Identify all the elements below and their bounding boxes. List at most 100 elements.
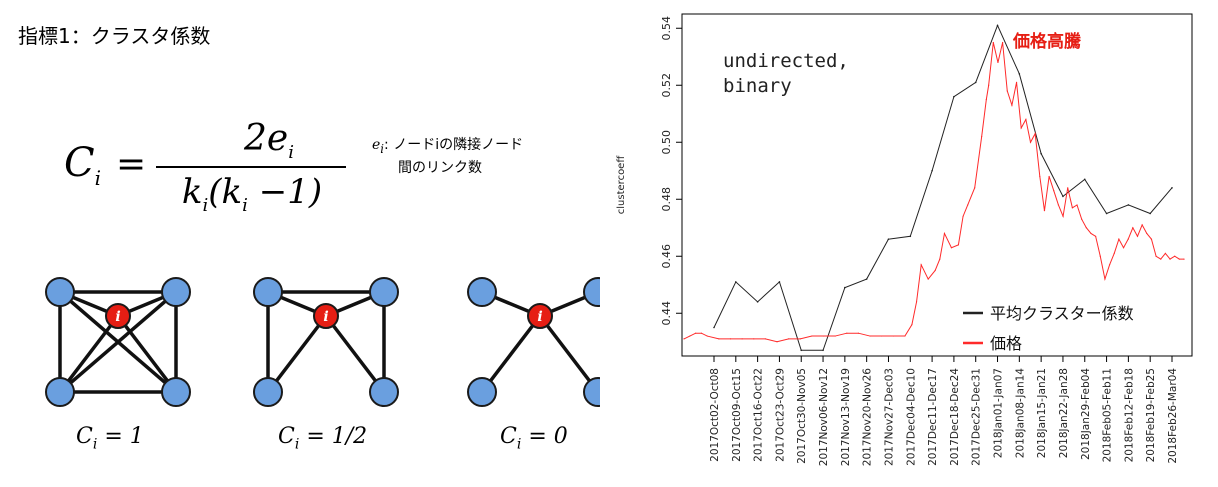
price-point [700, 332, 703, 334]
graph-node [161, 277, 191, 307]
price-point [1020, 127, 1022, 129]
graph-node [467, 277, 497, 307]
x-tick-label: 2017Nov06-Nov12 [818, 368, 830, 466]
price-point [1025, 118, 1027, 121]
y-axis-label: clustercoeff [616, 155, 627, 215]
fraction-bar [156, 166, 346, 168]
graph-node [161, 377, 191, 407]
price-point [1174, 255, 1176, 257]
center-node-label: i [537, 309, 542, 325]
cluster-point [1083, 178, 1086, 181]
price-point [1057, 204, 1060, 206]
cluster-coeff-line [713, 24, 1173, 351]
graph-node [369, 377, 399, 407]
cluster-point [1149, 212, 1151, 215]
price-point [892, 335, 894, 337]
price-point [1132, 227, 1134, 229]
graph-node [467, 377, 497, 407]
example-graphs: i i i [45, 277, 600, 407]
chart-annotation: undirected, [723, 50, 849, 72]
plot-frame [681, 13, 1193, 357]
legend-label: 価格 [990, 334, 1022, 353]
clustering-formula: Ci = 2ei ki(ki −1) [64, 118, 346, 228]
graph-edge [58, 314, 120, 394]
price-point [985, 98, 987, 101]
price-point [753, 338, 755, 340]
price-point [1002, 41, 1004, 44]
price-point [915, 301, 918, 303]
cluster-point [887, 238, 890, 240]
cluster-point [1018, 73, 1021, 75]
price-point [920, 264, 922, 266]
price-point [799, 338, 801, 340]
price-point [689, 335, 691, 337]
chart-annotation: binary [723, 75, 792, 97]
price-point [992, 41, 994, 44]
price-point [1090, 232, 1092, 235]
cluster-point [865, 278, 868, 280]
x-tick-label: 2017Oct02-Oct08 [709, 368, 721, 462]
graph-node [583, 277, 600, 307]
x-tick-label: 2018Jan29-Feb04 [1080, 368, 1092, 460]
graph-label-1: Ci = 1 [76, 424, 144, 453]
graph-node [583, 377, 600, 407]
price-point [683, 338, 685, 340]
cluster-point [931, 169, 933, 172]
price-point [741, 338, 743, 340]
cluster-point [1040, 152, 1042, 155]
price-point [788, 338, 790, 340]
price-point [1048, 175, 1050, 178]
price-point [718, 338, 720, 340]
price-point [950, 247, 953, 249]
cluster-point [1105, 212, 1108, 215]
graph-node [369, 277, 399, 307]
x-tick-label: 2018Feb05-Feb11 [1102, 368, 1114, 462]
price-point [869, 335, 871, 337]
price-point [881, 335, 883, 337]
price-point [962, 215, 964, 217]
cluster-point [1171, 187, 1173, 189]
price-point [776, 341, 778, 343]
graph-clustering-1: i [45, 277, 191, 407]
x-tick-label: 2018Feb26-Mar04 [1167, 368, 1179, 464]
price-point [974, 187, 976, 189]
graph-edge [538, 314, 600, 394]
center-node [105, 303, 131, 329]
cluster-point [756, 301, 759, 303]
cluster-point [844, 286, 846, 289]
price-point [1160, 258, 1162, 260]
graph-edge [324, 314, 386, 394]
price-point [1015, 81, 1018, 83]
formula-note: ei: ノードiの隣接ノード 間のリンク数 [372, 136, 523, 178]
price-point [981, 135, 983, 138]
x-tick-label: 2017Oct09-Oct15 [731, 368, 743, 462]
x-tick-label: 2017Nov13-Nov19 [840, 368, 852, 466]
price-point [1108, 264, 1111, 266]
price-point [1006, 90, 1008, 92]
cluster-point [822, 349, 824, 352]
x-tick-label: 2017Nov27-Dec03 [883, 368, 895, 466]
cluster-point [735, 281, 737, 283]
formula-denominator: ki(ki −1) [181, 172, 323, 216]
price-point [1053, 190, 1055, 192]
x-tick-label: 2018Jan01-Jan07 [993, 368, 1005, 458]
graph-edge [266, 314, 328, 394]
price-point [1034, 133, 1036, 135]
x-tick-label: 2017Oct30-Nov05 [796, 368, 808, 464]
price-point [1067, 187, 1069, 189]
price-point [1062, 215, 1064, 217]
price-point [1127, 238, 1129, 240]
price-point [1183, 258, 1185, 260]
price-point [1141, 224, 1143, 226]
cluster-point [800, 349, 803, 352]
graph-edge [58, 290, 178, 394]
price-point [934, 269, 936, 272]
price-point [811, 335, 813, 337]
graph-clustering-0: i [467, 277, 600, 407]
graph-label-half: Ci = 1/2 [278, 424, 368, 453]
formula-equals: = [116, 144, 147, 185]
x-tick-label: 2017Dec04-Dec10 [905, 368, 917, 466]
price-point [1099, 255, 1101, 257]
y-tick-label: 0.50 [660, 130, 673, 155]
price-point [1076, 204, 1078, 206]
